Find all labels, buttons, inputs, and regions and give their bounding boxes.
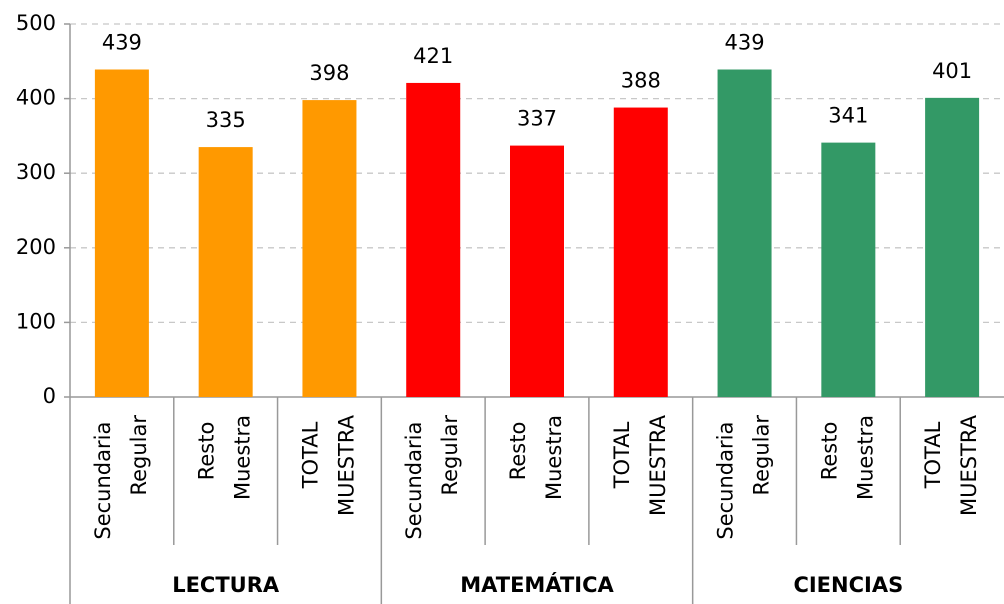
bar: [717, 69, 772, 398]
value-label: 335: [206, 108, 246, 132]
x-tick-label: TOTAL MUESTRA: [610, 414, 670, 516]
y-tick-label: 100: [16, 309, 56, 333]
value-label: 337: [517, 107, 557, 131]
y-tick-label: 200: [16, 235, 56, 259]
group-label: MATEMÁTICA: [460, 572, 614, 597]
value-label: 401: [932, 59, 972, 83]
x-tick-label: Resto Muestra: [817, 415, 877, 500]
value-label: 341: [828, 104, 868, 128]
value-label: 439: [102, 31, 142, 55]
y-tick-label: 0: [43, 384, 56, 408]
x-tick-label: Resto Muestra: [195, 415, 255, 500]
group-label: CIENCIAS: [793, 573, 903, 597]
bar: [94, 69, 149, 398]
bar: [406, 82, 461, 398]
bar: [510, 145, 564, 397]
bar: [925, 97, 980, 397]
x-tick-label: Resto Muestra: [506, 415, 566, 500]
x-tick-label: Secundaria Regular: [714, 415, 774, 540]
value-label: 421: [413, 44, 453, 68]
bar: [821, 142, 876, 397]
bar: [613, 107, 668, 397]
y-tick-label: 500: [16, 11, 56, 35]
x-tick-label: TOTAL MUESTRA: [298, 414, 358, 516]
x-tick-label: Secundaria Regular: [91, 415, 151, 540]
x-tick-label: Secundaria Regular: [402, 415, 462, 540]
y-tick-label: 400: [16, 86, 56, 110]
y-tick-label: 300: [16, 160, 56, 184]
value-label: 439: [725, 31, 765, 55]
group-label: LECTURA: [172, 573, 280, 597]
value-label: 398: [309, 61, 349, 85]
x-tick-label: TOTAL MUESTRA: [921, 414, 981, 516]
bar: [198, 147, 253, 397]
value-label: 388: [621, 69, 661, 93]
bar: [302, 100, 357, 397]
